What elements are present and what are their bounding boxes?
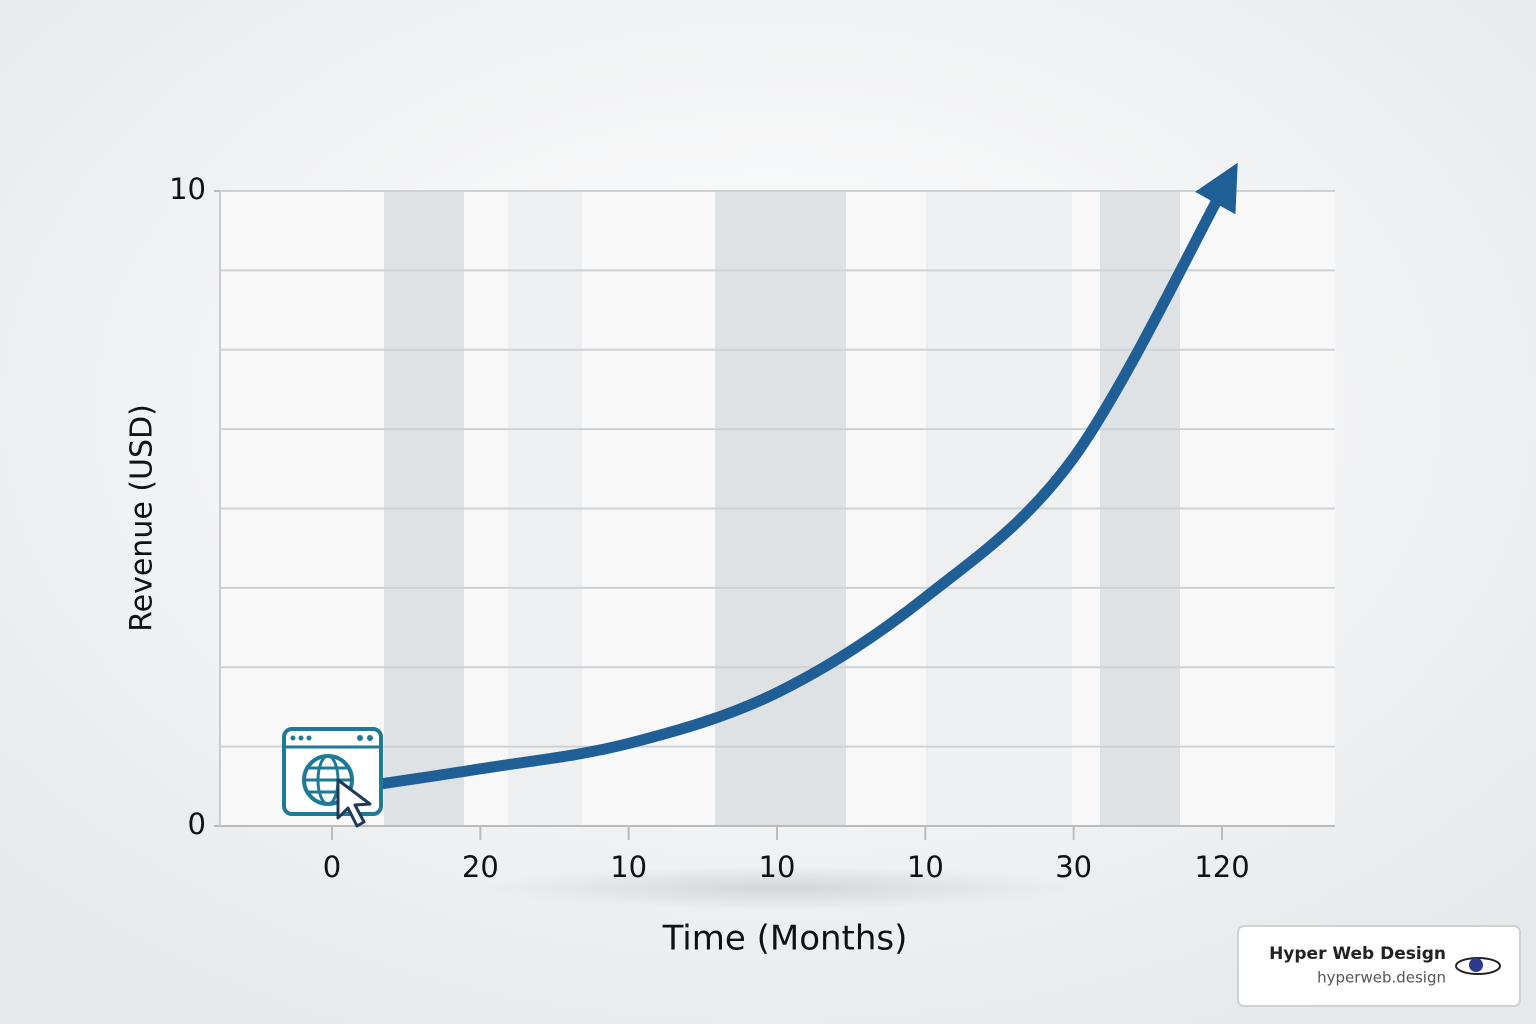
x-tick-label: 20 [462,850,499,884]
icon-dot [357,735,363,741]
line-series [326,162,1238,797]
y-tick-label: 0 [188,807,206,841]
shadow [480,866,1080,910]
lines [326,162,1238,797]
x-axis-label: Time (Months) [662,919,908,959]
icon-dot [367,735,373,741]
watermark-logo [1469,958,1483,972]
watermark-title: Hyper Web Design [1269,944,1446,964]
x-tick-label: 120 [1194,850,1249,884]
web-icon [282,727,383,828]
x-tick-label: 10 [907,850,944,884]
y-axis-label: Revenue (USD) [125,404,160,632]
y-tick-label: 10 [169,172,206,206]
watermark-logo [1455,957,1501,975]
icon-dot [306,735,312,741]
watermark-url: hyperweb.design [1317,969,1446,987]
watermark-box [1237,925,1521,1007]
x-tick-label: 10 [759,850,796,884]
icon-cursor [336,778,372,828]
x-tick-label: 0 [323,850,341,884]
x-tick-label: 30 [1055,850,1092,884]
ticks: 0 10 0 20 10 10 10 30 120 [169,172,1335,884]
watermark: Hyper Web Design hyperweb.design [1237,925,1521,1007]
x-tick-label: 10 [610,850,647,884]
icon-dot [298,735,304,741]
icon-dot [290,735,296,741]
